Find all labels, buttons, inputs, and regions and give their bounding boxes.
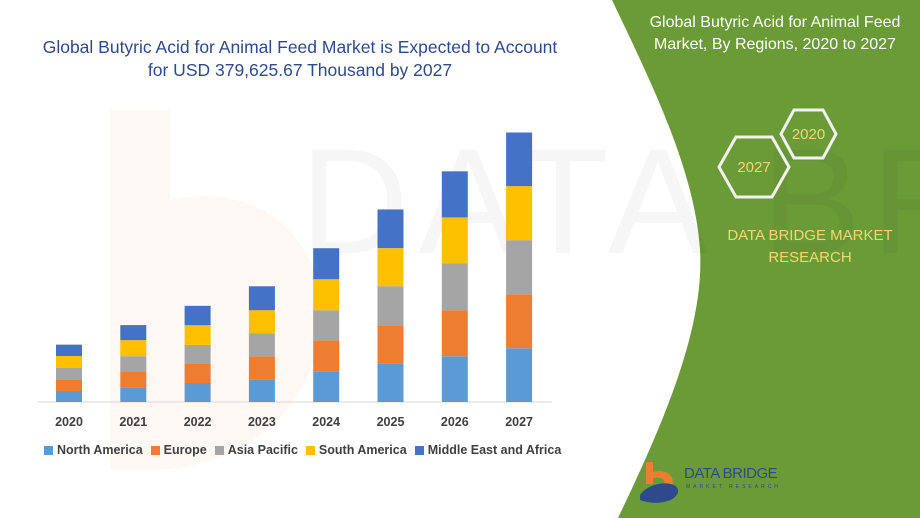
- bar-segment-2025-middle-east-and-africa: [377, 209, 404, 249]
- bar-segment-2026-asia-pacific: [441, 263, 468, 311]
- brand-text: DATA BRIDGE MARKET RESEARCH: [727, 227, 893, 266]
- bar-segment-2020-middle-east-and-africa: [56, 344, 82, 356]
- bar-segment-2020-europe: [56, 379, 82, 391]
- x-tick-label: 2024: [312, 415, 340, 429]
- legend-item: North America: [44, 443, 143, 457]
- logo-subtext: MARKET RESEARCH: [686, 484, 781, 490]
- chart-legend: North America Europe Asia Pacific South Ame…: [44, 443, 561, 457]
- x-tick-label: 2026: [441, 415, 469, 429]
- bar-segment-2024-asia-pacific: [313, 310, 340, 341]
- legend-item: Europe: [150, 443, 207, 457]
- x-tick-label: 2027: [505, 415, 533, 429]
- legend-swatch: [44, 445, 53, 455]
- legend-item: Middle East and Africa: [414, 443, 562, 457]
- x-tick-label: 2023: [248, 415, 276, 429]
- bar-segment-2027-europe: [506, 294, 533, 349]
- bar-segment-2024-europe: [313, 340, 340, 372]
- bar-segment-2021-south-america: [120, 340, 147, 357]
- bar-segment-2027-middle-east-and-africa: [506, 132, 533, 187]
- bar-segment-2027-south-america: [506, 186, 533, 241]
- bar-segment-2026-south-america: [441, 217, 468, 264]
- x-tick-label: 2020: [55, 415, 83, 429]
- legend-label: North America: [57, 443, 143, 457]
- bar-segment-2025-north-america: [377, 363, 404, 402]
- bar-segment-2023-middle-east-and-africa: [248, 286, 275, 311]
- legend-item: South America: [305, 443, 407, 457]
- green-side-panel: [612, 0, 920, 518]
- bar-segment-2025-asia-pacific: [377, 286, 404, 326]
- side-panel-title: Global Butyric Acid for Animal Feed Mark…: [649, 14, 901, 53]
- legend-label: Europe: [163, 443, 207, 457]
- chart-title: Global Butyric Acid for Animal Feed Mark…: [42, 37, 558, 80]
- bar-segment-2027-asia-pacific: [506, 240, 533, 295]
- logo-text: DATA BRIDGE: [684, 465, 778, 482]
- bar-segment-2025-europe: [377, 325, 404, 364]
- bar-segment-2020-north-america: [56, 390, 82, 402]
- bar-segment-2026-north-america: [441, 356, 468, 402]
- legend-label: Middle East and Africa: [427, 443, 562, 457]
- bar-segment-2027-north-america: [506, 348, 533, 402]
- x-tick-label: 2022: [184, 415, 212, 429]
- x-tick-label: 2025: [377, 415, 405, 429]
- x-tick-label: 2021: [119, 415, 147, 429]
- bar-segment-2024-south-america: [313, 279, 340, 311]
- legend-swatch: [150, 445, 160, 455]
- bar-segment-2021-europe: [120, 371, 147, 388]
- bar-segment-2021-north-america: [120, 387, 147, 402]
- legend-label: Asia Pacific: [227, 443, 298, 457]
- legend-swatch: [414, 445, 424, 455]
- stacked-bar-chart: 2020 2021 2022 2023 2024 2025 2026 2027: [38, 132, 552, 429]
- legend-swatch: [214, 445, 224, 455]
- bar-segment-2022-asia-pacific: [184, 344, 211, 364]
- bar-segment-2024-north-america: [313, 371, 340, 402]
- bar-segment-2022-south-america: [184, 325, 211, 345]
- bar-segment-2024-middle-east-and-africa: [313, 248, 340, 280]
- bar-segment-2021-asia-pacific: [120, 356, 147, 372]
- bar-segment-2022-middle-east-and-africa: [184, 305, 211, 326]
- bar-segment-2020-asia-pacific: [56, 367, 82, 380]
- bar-segment-2022-north-america: [184, 382, 211, 402]
- legend-label: South America: [318, 443, 407, 457]
- bar-segment-2023-asia-pacific: [248, 333, 275, 357]
- bar-segment-2023-north-america: [248, 379, 275, 402]
- bar-segment-2023-south-america: [248, 310, 275, 334]
- legend-item: Asia Pacific: [214, 443, 298, 457]
- bar-segment-2026-middle-east-and-africa: [441, 171, 468, 218]
- bar-segment-2020-south-america: [56, 355, 82, 368]
- bar-segment-2023-europe: [248, 356, 275, 380]
- bar-segment-2022-europe: [184, 363, 211, 383]
- bar-segment-2021-middle-east-and-africa: [120, 325, 147, 341]
- bar-segment-2026-europe: [441, 310, 468, 357]
- bar-segment-2025-south-america: [377, 248, 404, 287]
- legend-swatch: [305, 445, 315, 455]
